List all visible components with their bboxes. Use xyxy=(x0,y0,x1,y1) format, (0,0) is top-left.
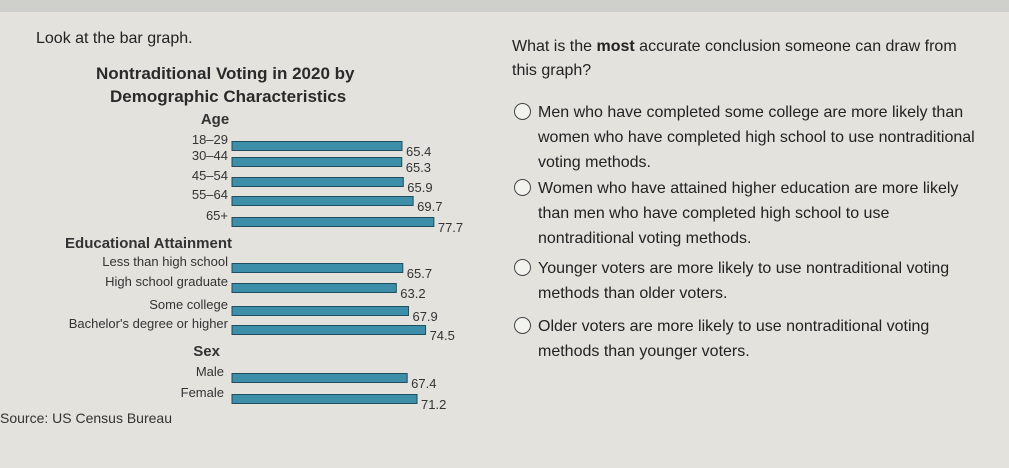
radio-button[interactable] xyxy=(514,179,531,196)
value-label: 65.4 xyxy=(406,144,431,159)
question-before: What is the xyxy=(512,38,597,55)
value-label: 77.7 xyxy=(438,220,463,235)
value-label: 65.7 xyxy=(407,266,432,281)
data-bar xyxy=(231,177,404,187)
question-text: What is the most accurate conclusion som… xyxy=(512,35,982,83)
value-label: 67.4 xyxy=(411,376,436,391)
data-bar xyxy=(231,196,414,206)
category-label: Some college xyxy=(149,297,228,312)
value-label: 65.3 xyxy=(406,160,431,175)
chart-title-line2: Demographic Characteristics xyxy=(110,87,347,106)
answer-option-text: Older voters are more likely to use nont… xyxy=(538,318,930,360)
data-bar xyxy=(231,373,408,383)
value-label: 71.2 xyxy=(421,397,446,412)
group-label: Sex xyxy=(193,343,220,360)
answer-option-2[interactable]: Women who have attained higher education… xyxy=(512,176,982,251)
category-label: Male xyxy=(196,364,224,379)
prompt-text: Look at the bar graph. xyxy=(36,30,193,47)
radio-button[interactable] xyxy=(514,317,531,334)
category-label: 65+ xyxy=(206,208,228,223)
radio-button[interactable] xyxy=(514,103,531,120)
group-label: Educational Attainment xyxy=(65,235,232,252)
category-label: Female xyxy=(181,385,224,400)
value-label: 63.2 xyxy=(400,286,425,301)
answer-option-text: Men who have completed some college are … xyxy=(538,104,975,171)
chart-title: Nontraditional Voting in 2020 by Demogra… xyxy=(96,62,426,108)
data-bar xyxy=(231,157,403,167)
data-bar xyxy=(231,394,418,404)
answer-option-3[interactable]: Younger voters are more likely to use no… xyxy=(512,256,982,306)
value-label: 69.7 xyxy=(417,199,442,214)
category-label: High school graduate xyxy=(105,274,228,289)
question-emphasis: most xyxy=(596,38,635,55)
data-bar xyxy=(231,306,409,316)
source-note: Source: US Census Bureau xyxy=(0,410,172,426)
data-bar xyxy=(231,283,397,293)
group-label: Age xyxy=(201,111,229,128)
category-label: 45–54 xyxy=(192,168,228,183)
bar-chart: Age 18–29 65.4 30–44 65.3 45–54 65.9 55–64 69.7 6… xyxy=(65,111,463,412)
category-label: 30–44 xyxy=(192,148,228,163)
data-bar xyxy=(231,217,435,227)
question-after: accurate conclusion someone can draw fro… xyxy=(512,38,957,79)
top-bar xyxy=(0,0,1009,12)
data-bar xyxy=(231,263,404,273)
category-label: Bachelor's degree or higher xyxy=(69,316,229,331)
answer-option-text: Younger voters are more likely to use no… xyxy=(538,260,950,302)
data-bar xyxy=(231,141,403,151)
radio-button[interactable] xyxy=(514,259,531,276)
answer-option-4[interactable]: Older voters are more likely to use nont… xyxy=(512,314,982,364)
category-label: 18–29 xyxy=(192,132,228,147)
data-bar xyxy=(231,325,427,335)
category-label: Less than high school xyxy=(102,254,228,269)
answer-option-text: Women who have attained higher education… xyxy=(538,180,959,247)
value-label: 74.5 xyxy=(430,328,455,343)
chart-title-line1: Nontraditional Voting in 2020 by xyxy=(96,64,355,83)
category-label: 55–64 xyxy=(192,187,228,202)
value-label: 65.9 xyxy=(407,180,432,195)
question-sheet xyxy=(0,12,1009,468)
answer-option-1[interactable]: Men who have completed some college are … xyxy=(512,100,982,175)
value-label: 67.9 xyxy=(412,309,437,324)
